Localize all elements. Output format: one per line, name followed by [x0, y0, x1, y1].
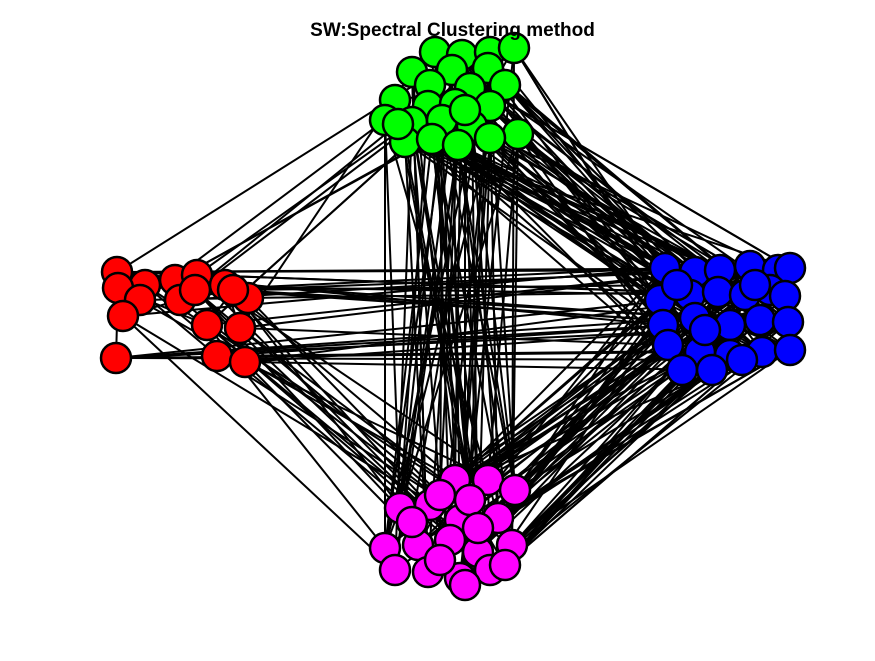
node-blue	[665, 353, 699, 387]
node-magenta	[448, 568, 482, 602]
node-red	[190, 308, 224, 342]
node-magenta	[423, 478, 457, 512]
graph-edge	[514, 369, 713, 491]
node-magenta	[378, 553, 412, 587]
graph-edge	[122, 315, 461, 521]
graph-edge	[244, 361, 713, 371]
node-green	[448, 93, 482, 127]
graph-edge	[206, 269, 721, 326]
node-green	[473, 121, 507, 155]
graph-edge	[232, 289, 413, 523]
graph-edge	[224, 284, 456, 481]
node-blue	[660, 268, 694, 302]
graph-edge	[122, 315, 396, 571]
graph-edge	[232, 271, 696, 291]
node-blue	[738, 268, 772, 302]
graph-edge	[239, 269, 721, 329]
node-blue	[701, 275, 735, 309]
node-blue	[688, 313, 722, 347]
nodes-layer	[99, 31, 807, 602]
graph-edge	[411, 121, 441, 496]
graph-edge	[517, 133, 678, 286]
graph-edge	[487, 67, 719, 293]
graph-edge	[384, 119, 401, 509]
node-magenta	[395, 505, 429, 539]
graph-edge	[454, 267, 666, 481]
node-magenta	[498, 473, 532, 507]
node-blue	[725, 343, 759, 377]
node-green	[501, 117, 535, 151]
node-blue	[743, 303, 777, 337]
node-red	[106, 299, 140, 333]
node-magenta	[453, 483, 487, 517]
node-green	[381, 107, 415, 141]
node-green	[441, 128, 475, 162]
graph-edge	[232, 289, 731, 326]
node-red	[216, 273, 250, 307]
graph-edge	[174, 279, 696, 319]
node-blue	[695, 353, 729, 387]
node-magenta	[461, 511, 495, 545]
node-magenta	[488, 548, 522, 582]
node-red	[200, 339, 234, 373]
node-red	[228, 345, 262, 379]
node-red	[223, 311, 257, 345]
node-blue	[771, 305, 805, 339]
node-magenta	[423, 543, 457, 577]
node-blue	[773, 333, 807, 367]
graph-edge	[487, 133, 519, 481]
graph-edge	[179, 123, 399, 301]
node-red	[178, 273, 212, 307]
node-red	[99, 341, 133, 375]
node-green	[497, 31, 531, 65]
node-blue	[651, 328, 685, 362]
